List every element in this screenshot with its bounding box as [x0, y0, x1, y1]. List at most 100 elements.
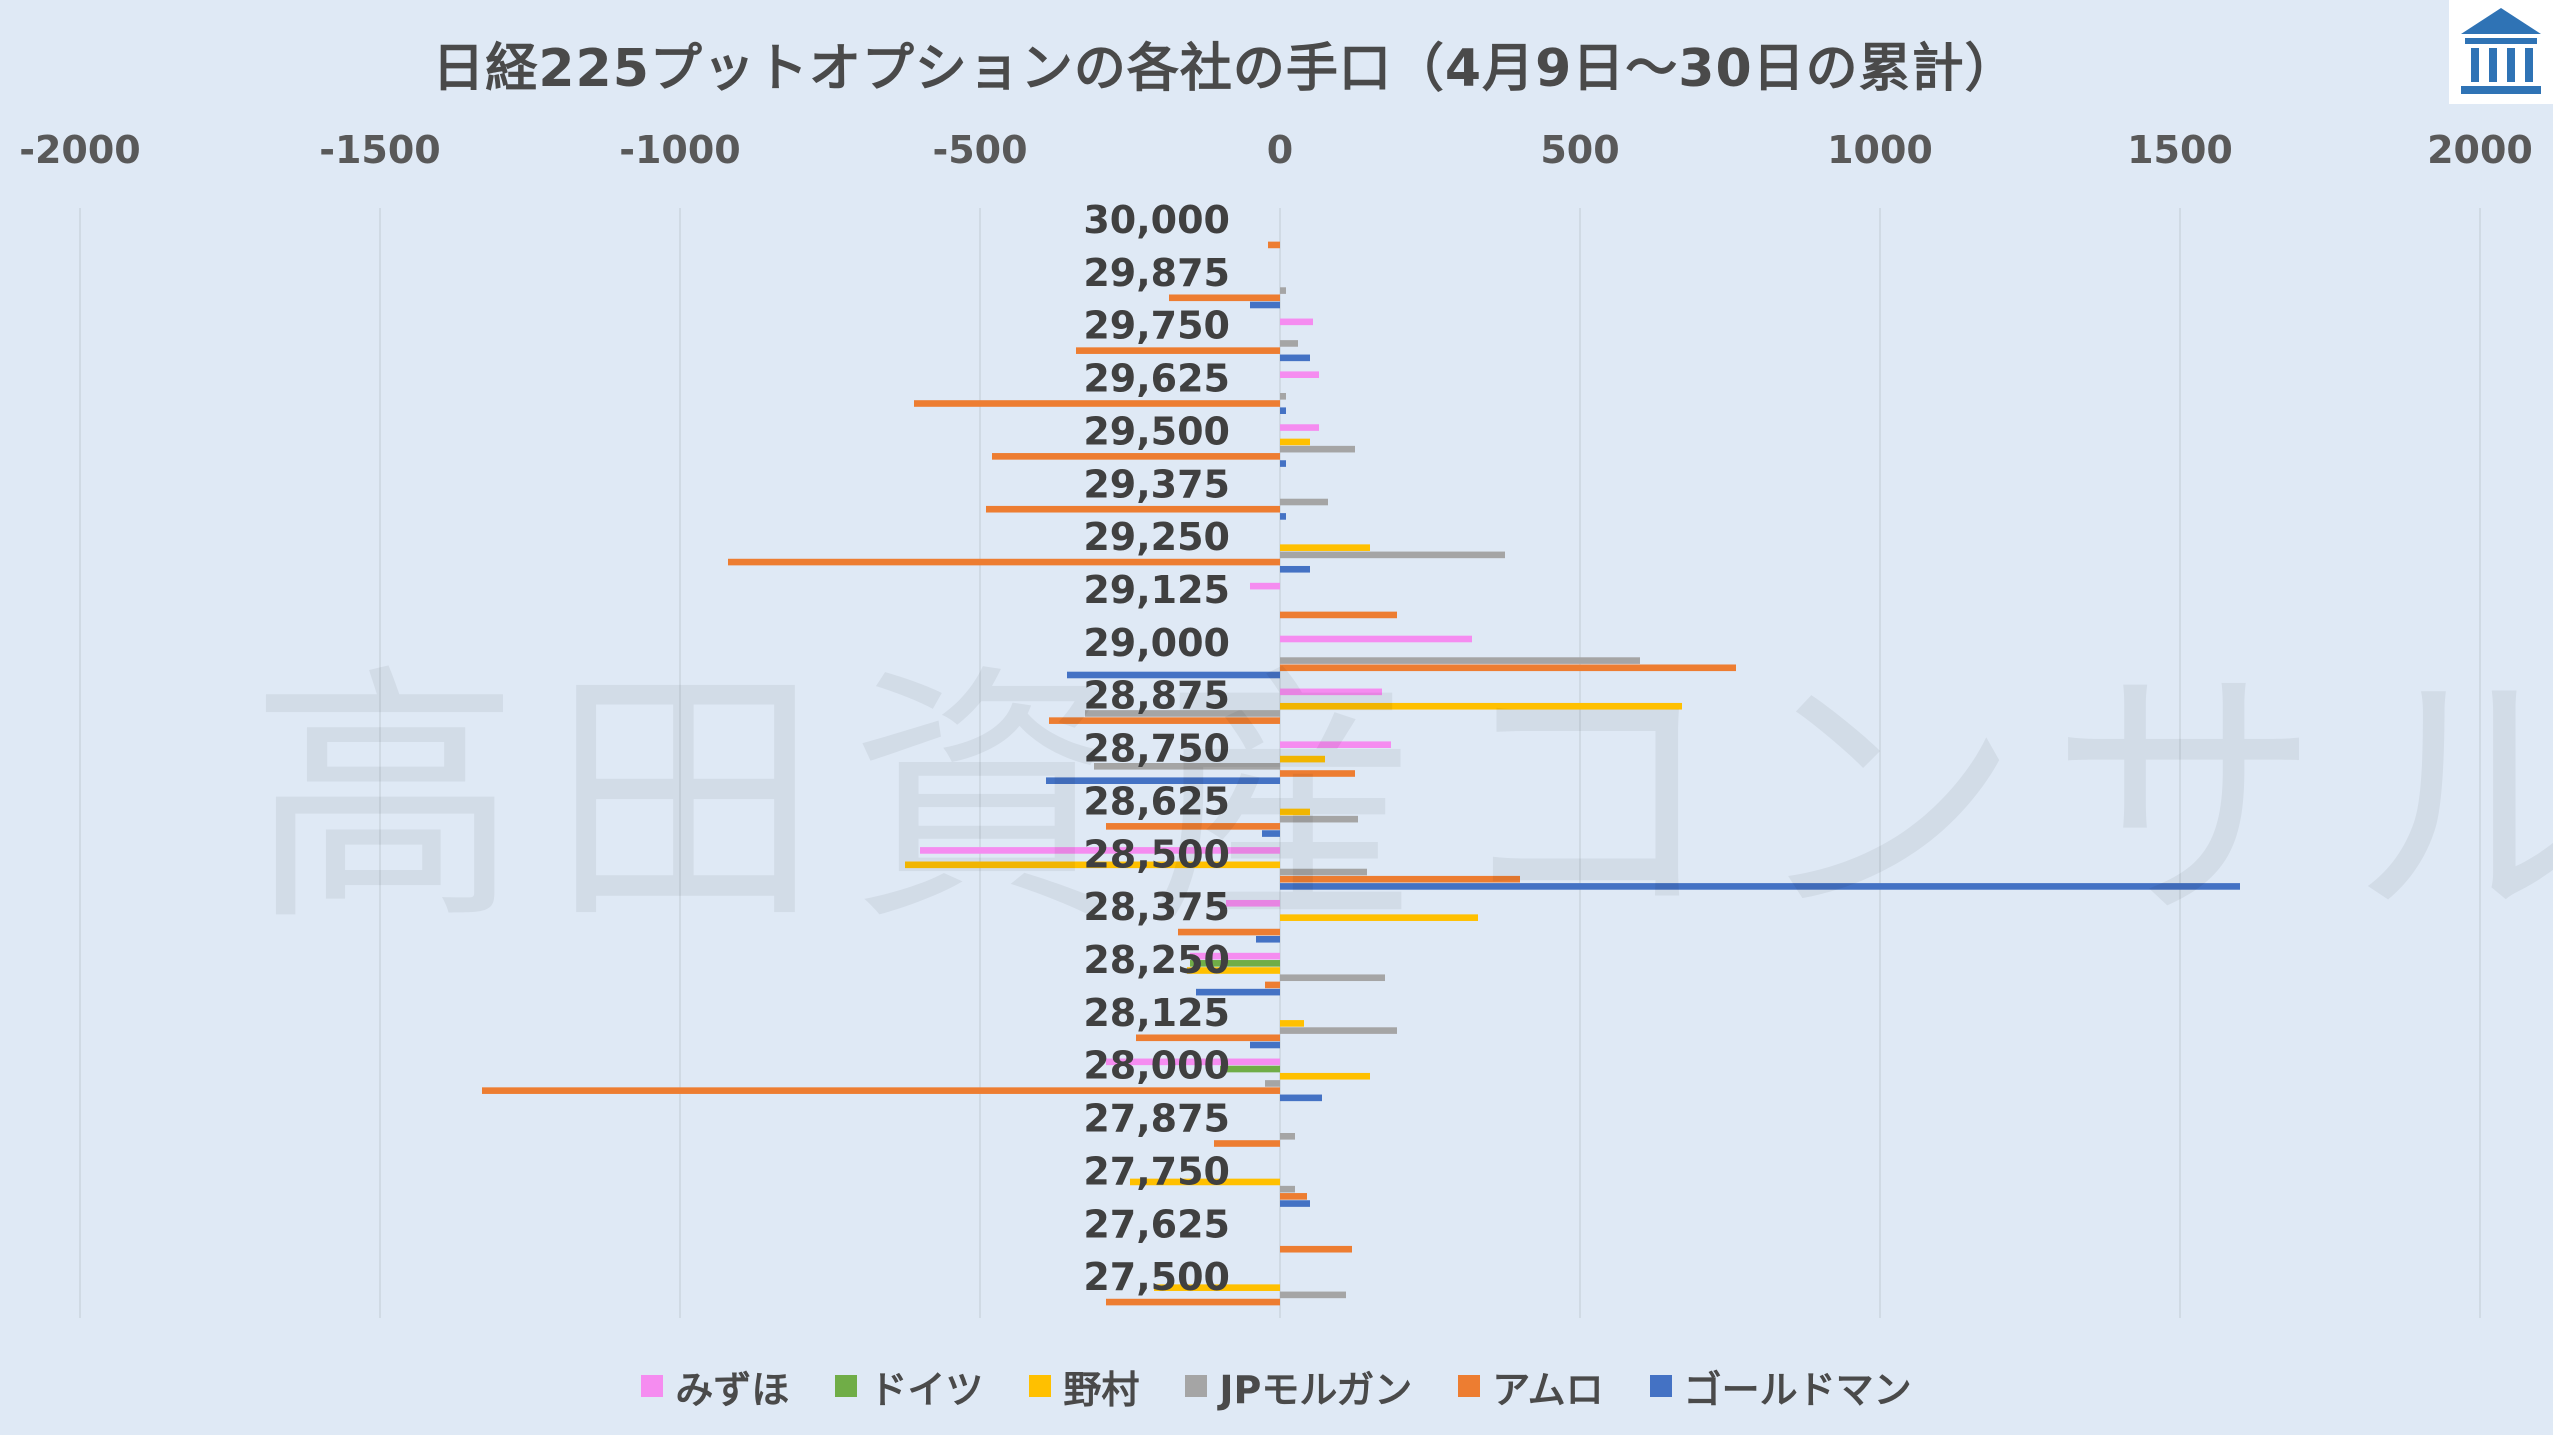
bar-アムロ [1280, 875, 1520, 883]
x-tick-label: -500 [932, 128, 1027, 172]
bar-みずほ [1280, 741, 1391, 748]
y-tick-label: 27,875 [1083, 1097, 1230, 1141]
legend-swatch [641, 1375, 664, 1397]
y-tick-label: 29,250 [1083, 515, 1230, 559]
bar-野村 [1130, 1178, 1280, 1186]
building-logo-icon [2449, 0, 2553, 104]
y-tick-label: 28,625 [1083, 779, 1230, 823]
legend-item: ドイツ [835, 1359, 983, 1414]
legend-swatch [1649, 1375, 1672, 1397]
bar-アムロ [986, 505, 1280, 513]
bar-みずほ [1226, 899, 1280, 907]
bar-アムロ [1280, 611, 1397, 619]
y-tick-label: 29,375 [1083, 462, 1230, 506]
chart-title: 日経225プットオプションの各社の手口（4月9日〜30日の累計） [432, 39, 2018, 99]
bar-アムロ [1280, 664, 1736, 672]
legend-item: 野村 [1029, 1359, 1139, 1414]
bar-ゴールドマン [1280, 513, 1286, 520]
bar-野村 [1280, 914, 1478, 921]
bar-JPモルガン [1280, 340, 1298, 347]
bar-ゴールドマン [1280, 407, 1286, 414]
bar-ゴールドマン [1262, 830, 1280, 837]
bar-JPモルガン [1094, 763, 1280, 770]
x-tick-label: -1500 [319, 128, 441, 172]
x-tick-label: 500 [1540, 128, 1619, 172]
y-tick-label: 27,750 [1083, 1149, 1230, 1193]
bar-みずほ [1280, 424, 1319, 431]
legend-swatch [835, 1375, 858, 1397]
bar-みずほ [1280, 688, 1382, 696]
legend-item: JPモルガン [1185, 1359, 1412, 1414]
bar-アムロ [1169, 294, 1280, 302]
bar-アムロ [1268, 241, 1280, 249]
bars [482, 241, 2240, 1306]
y-tick-label: 28,375 [1083, 885, 1230, 929]
x-axis-ticks: -2000 -1500 -1000 -500 0 500 1000 1500 2000 [19, 128, 2533, 172]
bar-JPモルガン [1280, 498, 1328, 506]
bar-みずほ [1250, 582, 1280, 590]
bar-野村 [1154, 1284, 1280, 1291]
bar-JPモルガン [1085, 710, 1280, 717]
y-tick-label: 28,250 [1083, 938, 1230, 982]
y-tick-label: 28,125 [1083, 991, 1230, 1035]
bar-ドイツ [1190, 960, 1280, 967]
bar-JPモルガン [1280, 445, 1355, 453]
y-tick-label: 27,625 [1083, 1202, 1230, 1246]
legend-label: ドイツ [869, 1367, 984, 1412]
bar-アムロ [1280, 770, 1355, 777]
bar-ゴールドマン [1046, 777, 1280, 784]
bar-アムロ [1280, 1193, 1307, 1200]
legend-item: アムロ [1458, 1359, 1604, 1414]
bar-アムロ [1049, 717, 1280, 724]
bar-野村 [1280, 544, 1370, 551]
y-tick-label: 28,750 [1083, 727, 1230, 771]
bar-アムロ [728, 558, 1280, 566]
bar-野村 [1187, 967, 1280, 974]
y-tick-label: 27,500 [1083, 1255, 1230, 1299]
y-tick-label: 30,000 [1083, 198, 1230, 242]
watermark: 高田資産コンサル [250, 642, 2553, 957]
bar-みずほ [1106, 1058, 1280, 1066]
x-tick-label: 1500 [2127, 128, 2233, 172]
legend-label: みずほ [675, 1367, 790, 1412]
bar-JPモルガン [1280, 868, 1367, 876]
bar-ゴールドマン [1250, 1041, 1280, 1049]
y-tick-label: 28,500 [1083, 832, 1230, 876]
x-tick-label: 1000 [1827, 128, 1933, 172]
bar-ゴールドマン [1280, 354, 1310, 362]
legend: みずほ ドイツ 野村 JPモルガン アムロ ゴールドマン [0, 1356, 2553, 1416]
legend-swatch [1185, 1375, 1208, 1397]
bar-野村 [1280, 1020, 1304, 1027]
bar-アムロ [1106, 823, 1280, 830]
bar-みずほ [920, 847, 1280, 854]
bar-ゴールドマン [1196, 988, 1280, 996]
legend-item: ゴールドマン [1649, 1359, 1912, 1414]
y-tick-label: 29,625 [1083, 357, 1230, 401]
bar-ゴールドマン [1250, 301, 1280, 309]
bar-ゴールドマン [1256, 935, 1280, 943]
bar-野村 [905, 861, 1280, 869]
bar-アムロ [1178, 928, 1280, 936]
bar-ドイツ [1220, 1065, 1280, 1073]
bar-野村 [1280, 438, 1310, 446]
legend-swatch [1029, 1375, 1052, 1397]
y-tick-label: 29,875 [1083, 251, 1230, 295]
bar-みずほ [1280, 318, 1313, 326]
y-tick-label: 28,875 [1083, 674, 1230, 718]
legend-label: 野村 [1063, 1367, 1140, 1412]
bar-アムロ [1280, 1245, 1352, 1253]
bar-アムロ [1214, 1140, 1280, 1147]
bar-JPモルガン [1265, 1080, 1280, 1087]
x-tick-label: -2000 [19, 128, 141, 172]
bar-アムロ [1265, 981, 1280, 989]
bar-野村 [1280, 702, 1682, 710]
bar-JPモルガン [1280, 287, 1286, 294]
bar-ゴールドマン [1280, 1094, 1322, 1102]
x-tick-label: -1000 [619, 128, 741, 172]
y-tick-label: 28,000 [1083, 1044, 1230, 1088]
bar-ゴールドマン [1280, 565, 1310, 573]
y-tick-label: 29,125 [1083, 568, 1230, 612]
bar-JPモルガン [1280, 974, 1385, 982]
x-tick-label: 2000 [2427, 128, 2533, 172]
